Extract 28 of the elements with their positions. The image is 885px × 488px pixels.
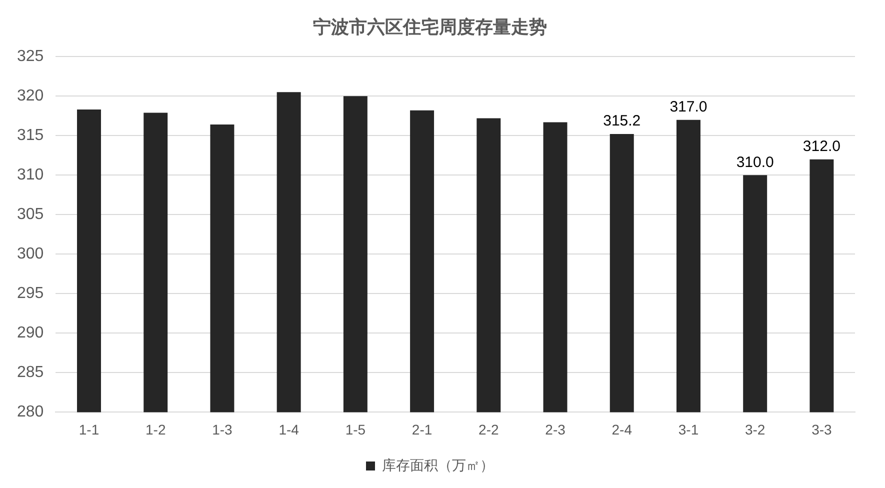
legend-label: 库存面积（万㎡）	[382, 456, 494, 473]
x-tick-label: 2-2	[478, 421, 499, 438]
y-tick-label: 315	[16, 127, 44, 144]
y-tick-label: 310	[16, 166, 44, 184]
x-tick-label: 1-3	[212, 421, 233, 438]
x-tick-label: 3-2	[744, 421, 766, 438]
data-label: 317.0	[670, 98, 708, 116]
x-tick-label: 1-1	[78, 421, 100, 438]
x-tick-label: 3-3	[812, 421, 832, 438]
data-label: 315.2	[603, 112, 641, 130]
y-tick-label: 320	[16, 88, 44, 105]
x-tick-label: 2-4	[612, 421, 632, 438]
y-tick-label: 285	[16, 364, 44, 382]
y-tick-label: 325	[16, 48, 44, 66]
chart-title: 宁波市六区住宅周度存量走势	[313, 16, 547, 37]
x-tick-label: 1-4	[278, 421, 300, 438]
y-tick-label: 295	[16, 285, 44, 302]
x-tick-label: 3-1	[678, 421, 699, 438]
y-tick-label: 280	[16, 404, 44, 421]
x-tick-label: 2-3	[545, 421, 566, 438]
data-label: 310.0	[736, 154, 774, 171]
x-tick-label: 2-1	[412, 421, 432, 438]
y-tick-label: 305	[16, 206, 44, 224]
x-tick-label: 1-2	[145, 421, 166, 438]
data-label: 312.0	[802, 138, 840, 155]
x-tick-label: 1-5	[345, 421, 366, 438]
y-tick-label: 290	[16, 324, 44, 342]
y-tick-label: 300	[16, 246, 44, 263]
